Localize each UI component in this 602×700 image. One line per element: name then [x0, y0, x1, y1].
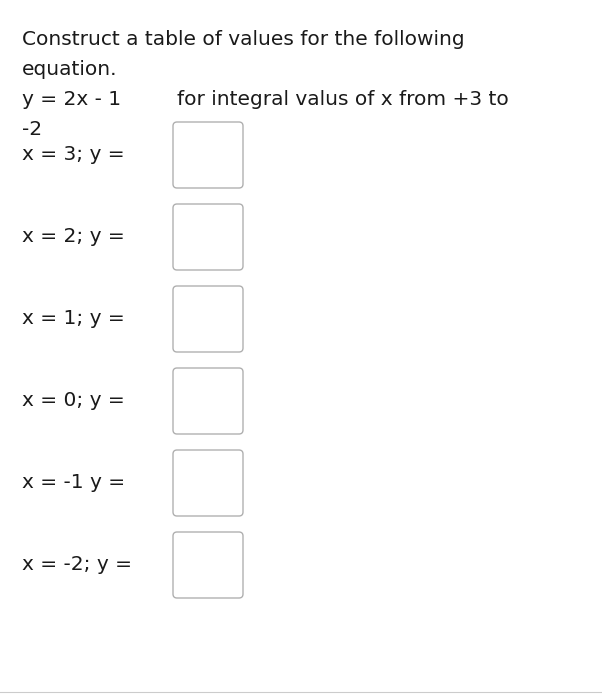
FancyBboxPatch shape: [173, 450, 243, 516]
FancyBboxPatch shape: [173, 532, 243, 598]
FancyBboxPatch shape: [173, 286, 243, 352]
Text: x = 0; y =: x = 0; y =: [22, 391, 125, 410]
Text: x = 2; y =: x = 2; y =: [22, 228, 125, 246]
FancyBboxPatch shape: [173, 122, 243, 188]
Text: x = -2; y =: x = -2; y =: [22, 556, 132, 575]
Text: y = 2x - 1: y = 2x - 1: [22, 90, 121, 109]
Text: Construct a table of values for the following: Construct a table of values for the foll…: [22, 30, 465, 49]
FancyBboxPatch shape: [173, 204, 243, 270]
Text: x = 1; y =: x = 1; y =: [22, 309, 125, 328]
Text: for integral valus of x from +3 to: for integral valus of x from +3 to: [177, 90, 509, 109]
Text: x = 3; y =: x = 3; y =: [22, 146, 125, 164]
Text: -2: -2: [22, 120, 42, 139]
Text: equation.: equation.: [22, 60, 117, 79]
FancyBboxPatch shape: [173, 368, 243, 434]
Text: x = -1 y =: x = -1 y =: [22, 473, 125, 493]
